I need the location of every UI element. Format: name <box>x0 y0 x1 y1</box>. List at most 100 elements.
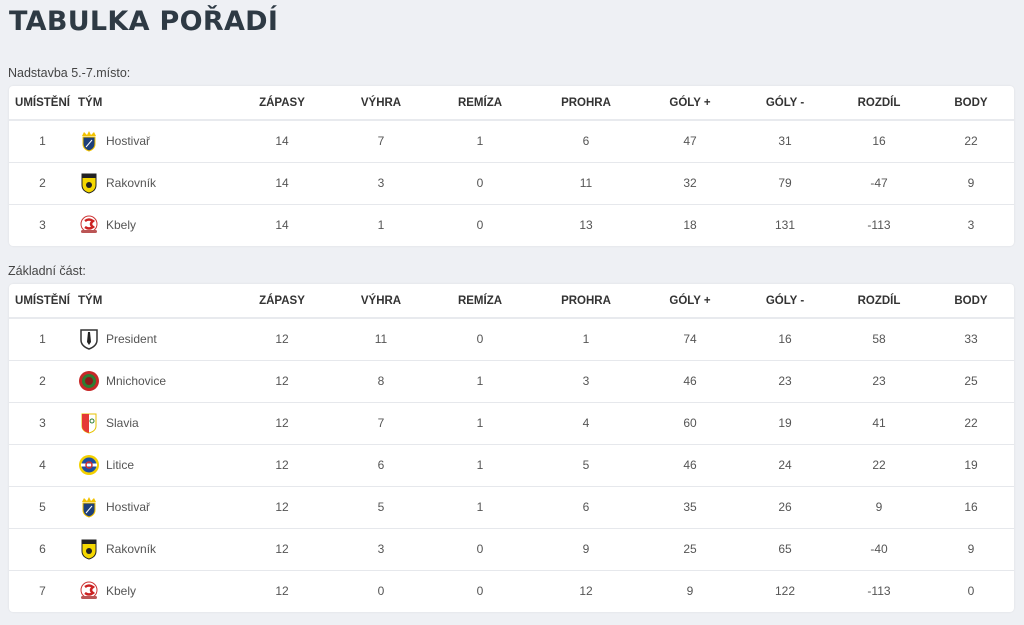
column-header-draws[interactable]: REMÍZA <box>428 86 532 121</box>
position-cell: 2 <box>9 162 76 205</box>
wins-cell: 7 <box>334 120 428 163</box>
column-header-matches[interactable]: ZÁPASY <box>230 284 334 319</box>
team-name[interactable]: Slavia <box>106 416 139 430</box>
draws-cell: 1 <box>428 402 532 445</box>
kbely-logo-icon <box>78 214 100 236</box>
team-name[interactable]: Kbely <box>106 218 137 233</box>
column-header-team[interactable]: TÝM <box>76 86 230 121</box>
draws-cell: 1 <box>428 120 532 163</box>
difference-cell: -40 <box>830 528 928 571</box>
goals-against-cell: 122 <box>774 584 796 599</box>
matches-cell: 14 <box>230 162 334 205</box>
standings-table-playoff: UMÍSTĚNÍ TÝM ZÁPASY VÝHRA REMÍZA PROHRA GÓLY +… <box>9 86 1014 246</box>
goals-for-cell: 25 <box>640 528 740 571</box>
table-caption: Nadstavba 5.-7.místo: <box>8 66 131 80</box>
draws-cell: 1 <box>428 444 532 487</box>
draws-cell: 1 <box>428 486 532 529</box>
goals-against-cell: 79 <box>740 162 830 205</box>
matches-cell: 12 <box>230 318 334 361</box>
points-cell: 25 <box>928 360 1014 403</box>
matches-cell: 12 <box>230 402 334 445</box>
points-cell: 33 <box>928 318 1014 361</box>
position-cell: 3 <box>9 402 76 445</box>
table-caption: Základní část: <box>8 264 86 278</box>
team-name[interactable]: President <box>106 332 157 347</box>
column-header-losses[interactable]: PROHRA <box>532 86 640 121</box>
kbely-logo-icon <box>78 580 100 602</box>
team-cell: Hostivař <box>76 120 230 163</box>
column-header-losses[interactable]: PROHRA <box>532 284 640 319</box>
matches-cell: 12 <box>230 444 334 487</box>
difference-cell: 16 <box>830 120 928 163</box>
team-name[interactable]: Litice <box>106 458 135 472</box>
points-cell: 3 <box>967 218 975 233</box>
page-title: TABULKA POŘADÍ <box>9 6 279 37</box>
draws-cell: 0 <box>428 162 532 205</box>
table-row: 6 Rakovník 12 3 0 9 25 65 -40 9 <box>9 528 1014 571</box>
losses-cell: 3 <box>532 360 640 403</box>
position-cell: 2 <box>9 360 76 403</box>
mnichovice-logo-icon <box>78 370 100 392</box>
column-header-goals-for[interactable]: GÓLY + <box>640 284 740 319</box>
difference-cell: 9 <box>830 486 928 529</box>
goals-for-cell: 35 <box>640 486 740 529</box>
losses-cell: 5 <box>532 444 640 487</box>
header-row: UMÍSTĚNÍ TÝM ZÁPASY VÝHRA REMÍZA PROHRA GÓLY +… <box>9 284 1014 319</box>
position-cell: 7 <box>39 584 46 599</box>
position-cell: 5 <box>9 486 76 529</box>
difference-cell: -113 <box>867 584 891 599</box>
team-cell: Slavia <box>76 402 230 445</box>
team-name[interactable]: Kbely <box>106 584 137 599</box>
losses-cell: 6 <box>532 486 640 529</box>
column-header-goals-against[interactable]: GÓLY - <box>740 284 830 319</box>
column-header-draws[interactable]: REMÍZA <box>428 284 532 319</box>
goals-against-cell: 131 <box>774 218 796 233</box>
table-row: 7 Kbely 12 0 0 12 9 122 -113 0 <box>9 570 1014 612</box>
table-row: 2 Mnichovice 12 8 1 3 46 23 23 25 <box>9 360 1014 403</box>
wins-cell: 11 <box>334 318 428 361</box>
goals-for-cell: 60 <box>640 402 740 445</box>
matches-cell: 12 <box>230 360 334 403</box>
column-header-difference[interactable]: ROZDÍL <box>830 86 928 121</box>
draws-cell: 1 <box>428 360 532 403</box>
losses-cell: 13 <box>579 218 593 233</box>
team-name[interactable]: Hostivař <box>106 500 151 514</box>
wins-cell: 3 <box>334 528 428 571</box>
column-header-goals-for[interactable]: GÓLY + <box>640 86 740 121</box>
rakovnik-logo-icon <box>78 172 100 194</box>
team-cell: Kbely <box>76 570 230 612</box>
hostivar-logo-icon <box>78 496 100 518</box>
column-header-wins[interactable]: VÝHRA <box>334 86 428 121</box>
team-name[interactable]: Hostivař <box>106 134 151 149</box>
column-header-position[interactable]: UMÍSTĚNÍ <box>9 284 76 319</box>
team-name[interactable]: Mnichovice <box>106 374 167 388</box>
position-cell: 6 <box>9 528 76 571</box>
goals-against-cell: 23 <box>740 360 830 403</box>
draws-cell: 0 <box>428 528 532 571</box>
rakovnik-logo-icon <box>78 538 100 560</box>
draws-cell: 0 <box>476 218 484 233</box>
team-cell: Kbely <box>76 204 230 246</box>
goals-for-cell: 46 <box>640 444 740 487</box>
points-cell: 22 <box>928 120 1014 163</box>
header-row: UMÍSTĚNÍ TÝM ZÁPASY VÝHRA REMÍZA PROHRA GÓLY +… <box>9 86 1014 121</box>
team-name[interactable]: Rakovník <box>106 542 157 556</box>
column-header-points[interactable]: BODY <box>928 284 1014 319</box>
column-header-points[interactable]: BODY <box>928 86 1014 121</box>
column-header-goals-against[interactable]: GÓLY - <box>740 86 830 121</box>
column-header-difference[interactable]: ROZDÍL <box>830 284 928 319</box>
team-cell: President <box>76 318 230 361</box>
position-cell: 1 <box>9 318 76 361</box>
wins-cell: 7 <box>334 402 428 445</box>
column-header-wins[interactable]: VÝHRA <box>334 284 428 319</box>
matches-cell: 12 <box>275 584 289 599</box>
wins-cell: 6 <box>334 444 428 487</box>
goals-against-cell: 16 <box>740 318 830 361</box>
column-header-matches[interactable]: ZÁPASY <box>230 86 334 121</box>
slavia-logo-icon <box>78 412 100 434</box>
table-row: 3 Kbely 14 1 0 13 18 131 -113 3 <box>9 204 1014 246</box>
column-header-position[interactable]: UMÍSTĚNÍ <box>9 86 76 121</box>
team-name[interactable]: Rakovník <box>106 176 157 190</box>
hostivar-logo-icon <box>78 130 100 152</box>
column-header-team[interactable]: TÝM <box>76 284 230 319</box>
